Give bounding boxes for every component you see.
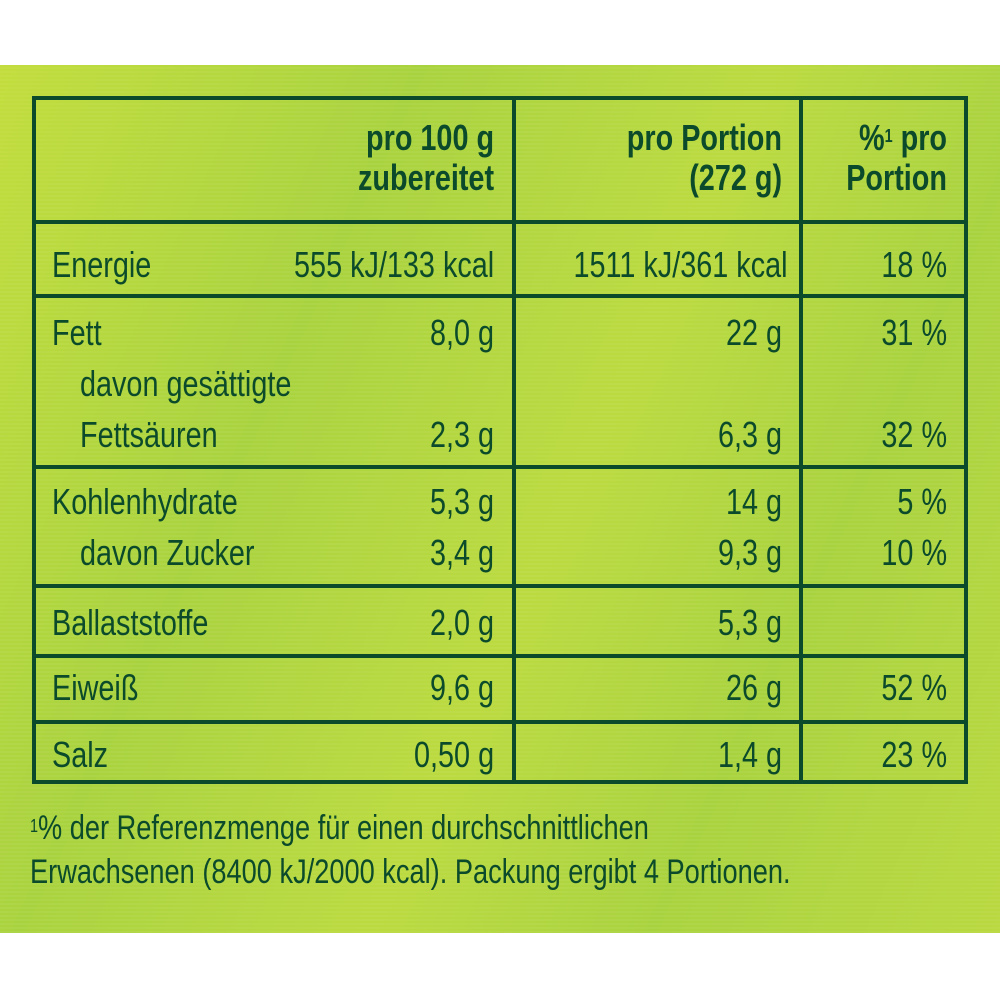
- row-divider: [32, 220, 968, 224]
- row-label: davon Zucker: [80, 532, 255, 573]
- cell-per-100g: 3,4 g: [429, 532, 494, 573]
- column-divider: [799, 96, 803, 784]
- header-per-100g: pro 100 g zubereitet: [357, 117, 494, 198]
- row-divider: [32, 584, 968, 588]
- footnote-marker: 1: [30, 816, 39, 836]
- table-border-left: [32, 96, 36, 784]
- cell-percent: 10 %: [881, 532, 947, 573]
- cell-per-portion: 1,4 g: [717, 734, 782, 775]
- cell-per-portion: 5,3 g: [717, 602, 782, 643]
- row-label: Salz: [52, 734, 109, 775]
- row-label: Kohlenhydrate: [52, 481, 238, 522]
- cell-per-100g: 8,0 g: [429, 312, 494, 353]
- footnote-line-1: % der Referenzmenge für einen durchschni…: [38, 809, 649, 847]
- row-divider: [32, 294, 968, 298]
- cell-percent: 52 %: [881, 667, 947, 708]
- nutrition-label-panel: [0, 65, 1000, 933]
- cell-per-100g: 0,50 g: [413, 734, 494, 775]
- footnote-line-2: Erwachsenen (8400 kJ/2000 kcal). Packung…: [30, 853, 791, 891]
- row-label: Energie: [52, 244, 152, 285]
- header-per-portion: pro Portion (272 g): [626, 117, 782, 198]
- cell-per-portion: 6,3 g: [717, 414, 782, 455]
- cell-percent: 18 %: [881, 244, 947, 285]
- row-label: Fettsäuren: [80, 414, 218, 455]
- row-divider: [32, 720, 968, 724]
- cell-percent: 23 %: [881, 734, 947, 775]
- cell-per-100g: 2,0 g: [429, 602, 494, 643]
- row-divider: [32, 465, 968, 469]
- row-label: davon gesättigte: [80, 363, 292, 404]
- column-divider: [512, 96, 516, 784]
- cell-per-100g: 5,3 g: [429, 481, 494, 522]
- cell-per-portion: 14 g: [725, 481, 782, 522]
- row-label: Eiweiß: [52, 667, 139, 708]
- table-border-bottom: [32, 780, 968, 784]
- footnote: 1% der Referenzmenge für einen durchschn…: [30, 806, 981, 894]
- cell-per-portion: 1511 kJ/361 kcal: [573, 244, 788, 285]
- table-border-right: [964, 96, 968, 784]
- row-label: Ballaststoffe: [52, 602, 209, 643]
- cell-per-100g: 9,6 g: [429, 667, 494, 708]
- table-border-top: [32, 96, 968, 100]
- row-divider: [32, 654, 968, 658]
- cell-per-100g: 555 kJ/133 kcal: [293, 244, 494, 285]
- cell-per-portion: 26 g: [725, 667, 782, 708]
- row-label: Fett: [52, 312, 102, 353]
- cell-percent: 31 %: [881, 312, 947, 353]
- cell-per-portion: 9,3 g: [717, 532, 782, 573]
- header-percent-per-portion: %1 pro Portion: [846, 117, 947, 198]
- cell-per-portion: 22 g: [725, 312, 782, 353]
- cell-percent: 32 %: [881, 414, 947, 455]
- cell-per-100g: 2,3 g: [429, 414, 494, 455]
- cell-percent: 5 %: [897, 481, 947, 522]
